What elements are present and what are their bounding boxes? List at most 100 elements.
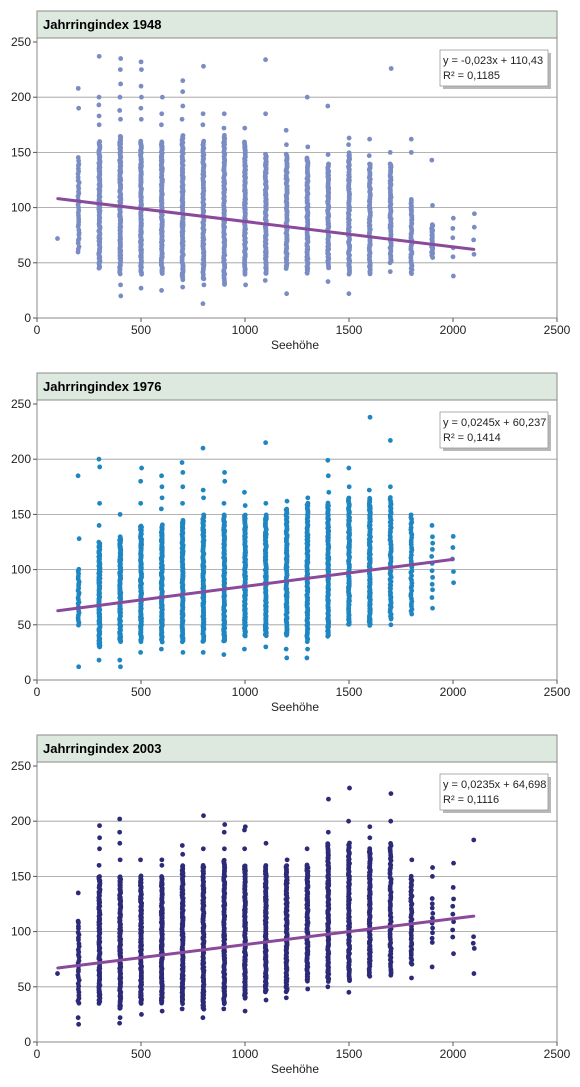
data-point <box>117 108 123 113</box>
data-point <box>242 489 247 495</box>
data-point <box>409 568 415 574</box>
annotation-box <box>439 411 549 449</box>
data-point <box>325 500 331 506</box>
data-point <box>471 224 477 230</box>
data-point <box>346 495 352 501</box>
data-point <box>97 823 102 829</box>
data-point <box>159 484 165 490</box>
data-point <box>242 846 248 852</box>
data-point <box>304 155 310 161</box>
data-point <box>200 122 206 128</box>
data-point <box>263 111 268 117</box>
data-point <box>117 840 123 846</box>
data-point <box>75 890 81 896</box>
data-point <box>367 136 372 142</box>
data-point <box>117 534 123 540</box>
data-point <box>200 1015 206 1021</box>
data-point <box>242 139 247 145</box>
data-point <box>117 67 123 72</box>
trend-equation: y = 0,0245x + 60,237 <box>443 417 546 429</box>
data-point <box>180 650 186 655</box>
data-point <box>180 851 186 857</box>
data-point <box>305 986 311 992</box>
data-point <box>200 111 206 117</box>
data-point <box>429 595 435 600</box>
data-point <box>283 151 289 157</box>
data-point <box>180 133 186 138</box>
data-point <box>179 1006 185 1012</box>
data-point <box>346 291 352 297</box>
data-point <box>138 857 143 863</box>
data-point <box>96 539 102 545</box>
data-point <box>367 414 373 420</box>
chart-header <box>36 734 558 763</box>
data-point <box>159 862 165 868</box>
data-point <box>138 478 144 484</box>
data-point <box>180 78 186 84</box>
y-tick-label: 50 <box>18 618 32 632</box>
y-tick-label: 250 <box>11 35 31 49</box>
data-point <box>138 523 144 529</box>
data-point <box>138 83 144 89</box>
data-point <box>75 972 81 978</box>
data-point <box>179 843 185 848</box>
data-point <box>429 523 435 528</box>
x-axis-label: Seehöhe <box>271 1062 319 1076</box>
data-point <box>180 500 185 506</box>
data-point <box>200 863 206 868</box>
data-point <box>387 495 393 500</box>
data-point <box>180 284 186 290</box>
data-point <box>450 254 456 260</box>
data-point <box>471 237 477 243</box>
data-point <box>76 236 82 241</box>
data-point <box>158 122 164 128</box>
data-point <box>96 53 102 59</box>
data-point <box>117 874 123 880</box>
data-point <box>222 846 227 852</box>
data-point <box>221 500 227 506</box>
data-point <box>118 116 123 122</box>
data-point <box>97 835 102 841</box>
x-tick-label: 2500 <box>544 323 571 337</box>
data-point <box>200 445 206 451</box>
data-point <box>283 127 289 133</box>
data-point <box>201 512 207 518</box>
x-tick-label: 2000 <box>440 1047 467 1061</box>
data-point <box>55 971 60 976</box>
data-point <box>304 862 310 868</box>
data-point <box>96 456 102 462</box>
data-point <box>222 822 228 827</box>
data-point <box>97 874 102 879</box>
y-tick-label: 200 <box>11 814 31 828</box>
data-point <box>263 151 268 157</box>
data-point <box>305 646 310 652</box>
data-point <box>76 923 81 929</box>
data-point <box>75 155 81 160</box>
data-point <box>200 846 206 852</box>
y-tick-label: 0 <box>24 673 31 687</box>
data-point <box>96 102 102 108</box>
data-point <box>97 464 103 470</box>
data-point <box>326 489 332 495</box>
data-point <box>159 522 165 528</box>
data-point <box>263 840 269 846</box>
data-point <box>387 150 393 155</box>
data-point <box>201 63 206 69</box>
data-point <box>96 862 102 868</box>
data-point <box>325 457 331 463</box>
y-tick-label: 150 <box>11 145 31 159</box>
data-point <box>96 523 102 528</box>
data-point <box>117 829 123 835</box>
data-point <box>304 94 310 100</box>
data-point <box>450 235 456 241</box>
data-point <box>117 512 123 517</box>
data-point <box>96 113 102 119</box>
data-point <box>159 94 165 100</box>
data-point <box>138 285 144 291</box>
data-point <box>284 291 290 297</box>
data-point <box>263 863 269 868</box>
data-point <box>263 500 269 506</box>
y-tick-label: 0 <box>24 311 31 325</box>
data-point <box>159 857 165 863</box>
